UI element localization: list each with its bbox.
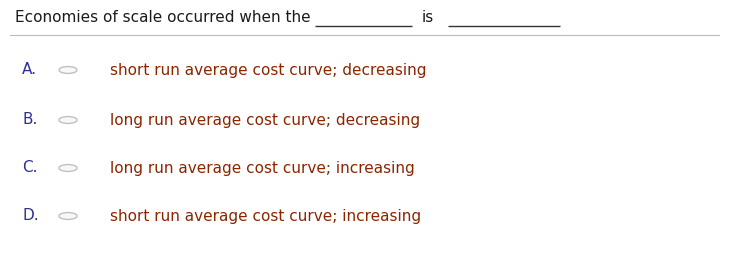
Text: short run average cost curve; increasing: short run average cost curve; increasing <box>110 208 421 223</box>
Text: D.: D. <box>22 208 39 223</box>
Text: A.: A. <box>22 62 37 78</box>
Text: C.: C. <box>22 160 37 175</box>
Ellipse shape <box>59 67 77 73</box>
Text: long run average cost curve; decreasing: long run average cost curve; decreasing <box>110 112 420 128</box>
Ellipse shape <box>59 165 77 171</box>
Text: is: is <box>422 11 434 25</box>
Ellipse shape <box>59 213 77 220</box>
Ellipse shape <box>59 117 77 123</box>
Text: long run average cost curve; increasing: long run average cost curve; increasing <box>110 160 415 175</box>
Text: B.: B. <box>22 112 37 128</box>
Text: short run average cost curve; decreasing: short run average cost curve; decreasing <box>110 62 426 78</box>
Text: Economies of scale occurred when the: Economies of scale occurred when the <box>15 11 311 25</box>
